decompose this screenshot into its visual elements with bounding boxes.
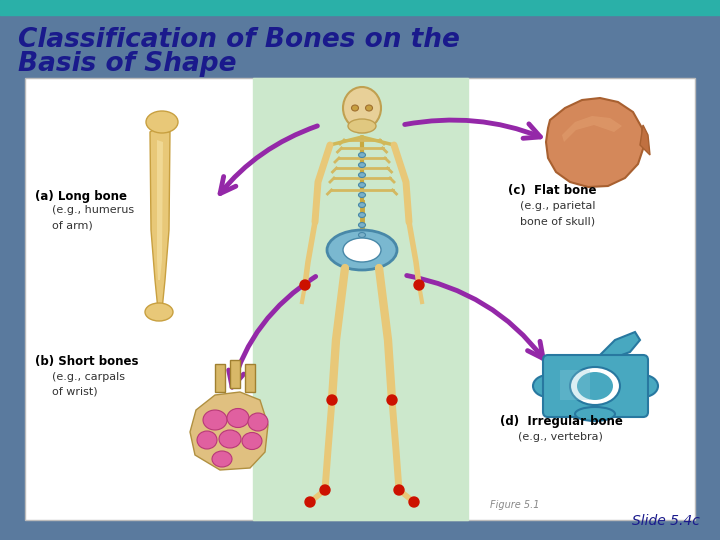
Ellipse shape — [242, 433, 262, 449]
Circle shape — [409, 497, 419, 507]
Text: (e.g., carpals: (e.g., carpals — [52, 372, 125, 382]
Text: of arm): of arm) — [52, 220, 93, 230]
Ellipse shape — [343, 87, 381, 129]
Text: (d)  Irregular bone: (d) Irregular bone — [500, 415, 623, 428]
Ellipse shape — [327, 230, 397, 270]
Ellipse shape — [145, 303, 173, 321]
Circle shape — [327, 395, 337, 405]
Text: Figure 5.1: Figure 5.1 — [490, 500, 539, 510]
Text: of wrist): of wrist) — [52, 387, 98, 397]
Ellipse shape — [227, 408, 249, 428]
Polygon shape — [190, 392, 268, 470]
Text: (b) Short bones: (b) Short bones — [35, 355, 138, 368]
Ellipse shape — [203, 410, 227, 430]
Ellipse shape — [570, 367, 620, 405]
Ellipse shape — [359, 183, 366, 187]
Text: (c)  Flat bone: (c) Flat bone — [508, 184, 596, 197]
Ellipse shape — [348, 119, 376, 133]
Bar — [560, 370, 590, 400]
Ellipse shape — [146, 111, 178, 133]
Polygon shape — [150, 130, 170, 310]
Polygon shape — [562, 116, 622, 142]
Text: (a) Long bone: (a) Long bone — [35, 190, 127, 203]
Ellipse shape — [577, 372, 613, 400]
Bar — [230, 360, 240, 388]
Bar — [357, 116, 367, 132]
Ellipse shape — [359, 233, 366, 238]
Bar — [0, 0, 720, 15]
Ellipse shape — [359, 222, 366, 227]
Ellipse shape — [359, 213, 366, 218]
Polygon shape — [640, 125, 650, 155]
Bar — [215, 364, 225, 392]
Circle shape — [305, 497, 315, 507]
Circle shape — [300, 280, 310, 290]
Text: (e.g., parietal: (e.g., parietal — [520, 201, 595, 211]
Ellipse shape — [359, 172, 366, 178]
Bar — [253, 78, 468, 520]
Text: Basis of Shape: Basis of Shape — [18, 51, 236, 77]
Ellipse shape — [219, 430, 241, 448]
Ellipse shape — [628, 375, 658, 397]
Ellipse shape — [212, 451, 232, 467]
Circle shape — [394, 485, 404, 495]
Ellipse shape — [359, 202, 366, 207]
Ellipse shape — [351, 105, 359, 111]
Circle shape — [387, 395, 397, 405]
Bar — [245, 364, 255, 392]
Ellipse shape — [575, 407, 615, 421]
Ellipse shape — [359, 163, 366, 167]
Polygon shape — [546, 98, 644, 187]
Ellipse shape — [197, 431, 217, 449]
FancyBboxPatch shape — [543, 355, 648, 417]
Text: Slide 5.4c: Slide 5.4c — [632, 514, 700, 528]
Bar — [25, 78, 695, 520]
Circle shape — [414, 280, 424, 290]
Ellipse shape — [359, 152, 366, 158]
Text: (e.g., vertebra): (e.g., vertebra) — [518, 432, 603, 442]
Ellipse shape — [366, 105, 372, 111]
Ellipse shape — [343, 238, 381, 262]
Ellipse shape — [359, 192, 366, 198]
Circle shape — [320, 485, 330, 495]
Ellipse shape — [248, 413, 268, 431]
Polygon shape — [157, 140, 163, 280]
Text: (e.g., humerus: (e.g., humerus — [52, 205, 134, 215]
Text: Classification of Bones on the: Classification of Bones on the — [18, 27, 460, 53]
Ellipse shape — [533, 375, 563, 397]
Text: bone of skull): bone of skull) — [520, 216, 595, 226]
Polygon shape — [595, 332, 640, 360]
